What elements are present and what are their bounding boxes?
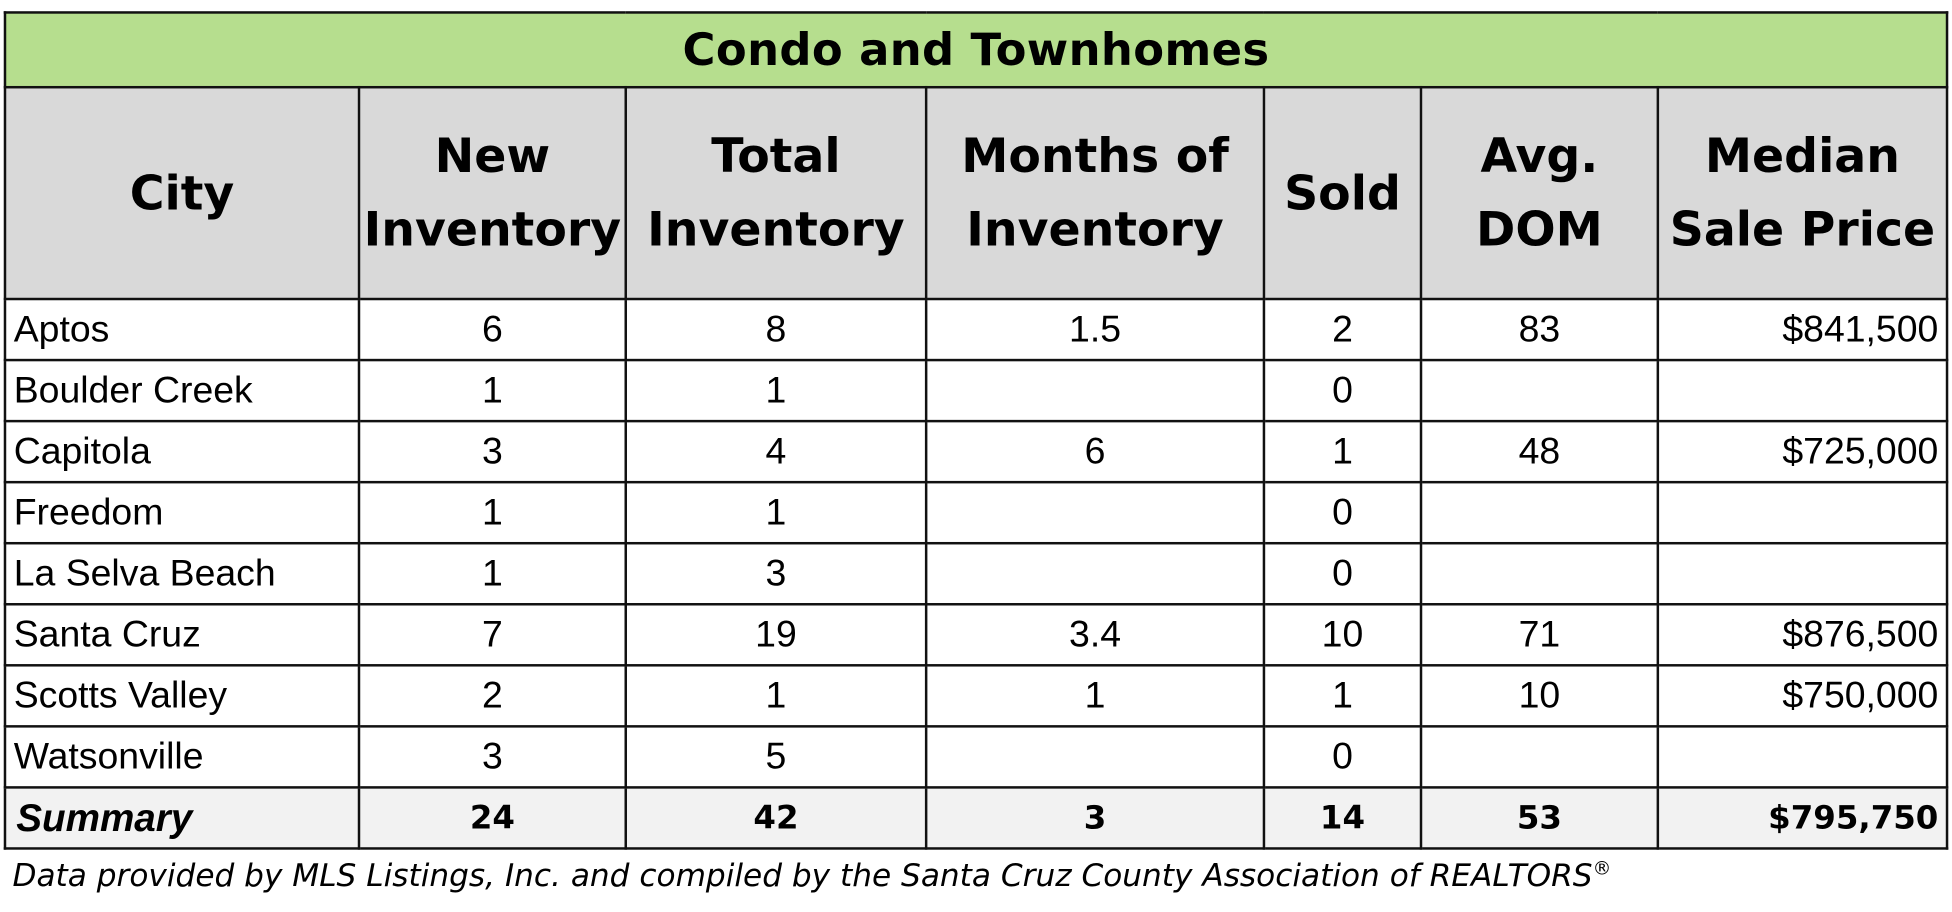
months-of-inventory-cell	[924, 480, 1266, 545]
summary-months-of-inventory: 3	[924, 786, 1266, 850]
median-sale-price-cell: $876,500	[1656, 603, 1949, 667]
city-cell: Boulder Creek	[3, 358, 361, 423]
summary-new-inventory: 24	[357, 786, 627, 850]
city-cell: Capitola	[3, 419, 361, 484]
column-header-months-of-inventory: Months of Inventory	[924, 85, 1266, 301]
months-of-inventory-cell	[924, 725, 1266, 789]
total-inventory-cell: 3	[624, 541, 928, 606]
column-header-label: City	[129, 165, 235, 220]
sold-cell: 10	[1262, 603, 1423, 667]
avg-dom-cell: 83	[1419, 297, 1660, 362]
avg-dom-cell	[1419, 541, 1660, 606]
column-header-label: Inventory	[363, 201, 622, 257]
column-header-sold: Sold	[1262, 85, 1423, 301]
avg-dom-cell	[1419, 480, 1660, 545]
registered-mark: ®	[1592, 857, 1612, 880]
median-sale-price-cell: $725,000	[1656, 419, 1949, 484]
avg-dom-cell	[1419, 725, 1660, 789]
condo-townhome-stats-table: Condo and Townhomes City New Inventory To…	[3, 11, 1949, 850]
new-inventory-cell: 6	[357, 297, 627, 362]
sold-cell: 0	[1262, 480, 1423, 545]
new-inventory-cell: 3	[357, 725, 627, 789]
months-of-inventory-cell: 6	[924, 419, 1266, 484]
column-header-label: New	[434, 128, 551, 184]
footnote-text: Data provided by MLS Listings, Inc. and …	[12, 857, 1593, 894]
total-inventory-cell: 1	[624, 480, 928, 545]
column-header-label: DOM	[1476, 201, 1603, 257]
median-sale-price-cell	[1656, 541, 1949, 606]
new-inventory-cell: 7	[357, 603, 627, 667]
months-of-inventory-cell: 1	[924, 664, 1266, 728]
city-cell: Freedom	[3, 480, 361, 545]
table-row: Boulder Creek 1 1 0	[3, 358, 1949, 423]
column-header-label: Sold	[1284, 165, 1401, 220]
column-header-median-sale-price: Median Sale Price	[1656, 85, 1949, 301]
column-header-label: Avg.	[1480, 128, 1599, 184]
table-row: Aptos 6 8 1.5 2 83 $841,500	[3, 297, 1949, 362]
header-row: City New Inventory Total Inventory Months …	[3, 85, 1949, 301]
table-row: Watsonville 3 5 0	[3, 725, 1949, 789]
city-cell: Scotts Valley	[3, 664, 361, 728]
sold-cell: 0	[1262, 725, 1423, 789]
table-row: Santa Cruz 7 19 3.4 10 71 $876,500	[3, 603, 1949, 667]
avg-dom-cell: 10	[1419, 664, 1660, 728]
new-inventory-cell: 3	[357, 419, 627, 484]
city-cell: Aptos	[3, 297, 361, 362]
table-row: Scotts Valley 2 1 1 1 10 $750,000	[3, 664, 1949, 728]
avg-dom-cell	[1419, 358, 1660, 423]
table-row: Freedom 1 1 0	[3, 480, 1949, 545]
months-of-inventory-cell: 1.5	[924, 297, 1266, 362]
total-inventory-cell: 19	[624, 603, 928, 667]
column-header-label: Months of	[961, 128, 1229, 184]
months-of-inventory-cell	[924, 541, 1266, 606]
median-sale-price-cell: $750,000	[1656, 664, 1949, 728]
table-row: Capitola 3 4 6 1 48 $725,000	[3, 419, 1949, 484]
column-header-city: City	[3, 85, 361, 301]
summary-total-inventory: 42	[624, 786, 928, 850]
column-header-label: Median	[1704, 128, 1900, 184]
column-header-new-inventory: New Inventory	[357, 85, 627, 301]
summary-row: Summary 24 42 3 14 53 $795,750	[3, 786, 1949, 850]
column-header-avg-dom: Avg. DOM	[1419, 85, 1660, 301]
avg-dom-cell: 71	[1419, 603, 1660, 667]
total-inventory-cell: 8	[624, 297, 928, 362]
column-header-label: Sale Price	[1669, 201, 1936, 257]
total-inventory-cell: 1	[624, 664, 928, 728]
column-header-total-inventory: Total Inventory	[624, 85, 928, 301]
sold-cell: 2	[1262, 297, 1423, 362]
summary-label: Summary	[3, 786, 361, 850]
total-inventory-cell: 1	[624, 358, 928, 423]
summary-sold: 14	[1262, 786, 1423, 850]
new-inventory-cell: 1	[357, 480, 627, 545]
new-inventory-cell: 1	[357, 358, 627, 423]
sold-cell: 0	[1262, 358, 1423, 423]
table-title: Condo and Townhomes	[3, 11, 1949, 89]
new-inventory-cell: 1	[357, 541, 627, 606]
median-sale-price-cell	[1656, 358, 1949, 423]
column-header-label: Inventory	[647, 201, 905, 257]
months-of-inventory-cell: 3.4	[924, 603, 1266, 667]
data-source-footnote: Data provided by MLS Listings, Inc. and …	[12, 857, 1611, 894]
summary-avg-dom: 53	[1419, 786, 1660, 850]
sold-cell: 1	[1262, 664, 1423, 728]
city-cell: Santa Cruz	[3, 603, 361, 667]
median-sale-price-cell	[1656, 480, 1949, 545]
summary-median-sale-price: $795,750	[1656, 786, 1949, 850]
table-row: La Selva Beach 1 3 0	[3, 541, 1949, 606]
total-inventory-cell: 4	[624, 419, 928, 484]
city-cell: La Selva Beach	[3, 541, 361, 606]
column-header-label: Total	[711, 128, 841, 184]
months-of-inventory-cell	[924, 358, 1266, 423]
new-inventory-cell: 2	[357, 664, 627, 728]
total-inventory-cell: 5	[624, 725, 928, 789]
city-cell: Watsonville	[3, 725, 361, 789]
sold-cell: 1	[1262, 419, 1423, 484]
median-sale-price-cell	[1656, 725, 1949, 789]
sold-cell: 0	[1262, 541, 1423, 606]
median-sale-price-cell: $841,500	[1656, 297, 1949, 362]
avg-dom-cell: 48	[1419, 419, 1660, 484]
column-header-label: Inventory	[966, 201, 1224, 257]
